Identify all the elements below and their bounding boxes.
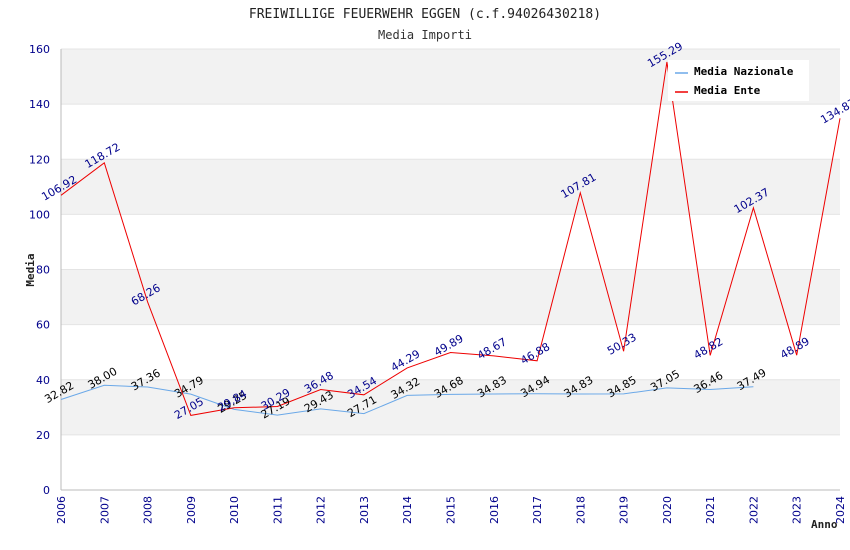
series-line-media-nazionale [60,384,754,416]
x-tick-label-2013: 2013 [358,496,371,524]
x-tick-label-2017: 2017 [531,496,544,524]
plot-band [61,379,840,435]
chart-subtitle: Media Importi [378,28,472,42]
x-tick-label-2008: 2008 [142,496,155,524]
x-tick-label-2012: 2012 [315,496,328,524]
y-tick-label-40: 40 [36,374,50,387]
y-tick-label-120: 120 [29,153,50,166]
legend-label-media-nazionale: Media Nazionale [694,65,794,78]
x-tick-label-2009: 2009 [185,496,198,524]
y-axis-label: Media [24,253,37,286]
axes [60,49,840,491]
x-tick-label-2016: 2016 [488,496,501,524]
y-tick-label-140: 140 [29,98,50,111]
x-axis-label: Anno [811,518,838,531]
y-tick-label-80: 80 [36,264,50,277]
x-tick-label-2024: 2024 [834,496,847,524]
legend: Media Nazionale Media Ente [668,60,809,101]
y-tick-label-160: 160 [29,43,50,56]
x-tick-label-2019: 2019 [618,496,631,524]
x-tick-label-2006: 2006 [55,496,68,524]
legend-box [668,60,809,101]
x-tick-label-2023: 2023 [791,496,804,524]
series-lines [60,61,841,416]
y-tick-label-60: 60 [36,319,50,332]
series-line-media-ente [60,61,841,416]
x-tick-label-2014: 2014 [401,496,414,524]
y-tick-labels: 0 20 40 60 80 100 120 140 160 [29,43,50,497]
y-tick-label-0: 0 [43,484,50,497]
grid-lines [61,48,840,491]
x-tick-label-2015: 2015 [445,496,458,524]
y-tick-label-20: 20 [36,429,50,442]
x-tick-labels: 2006 2007 2008 2009 2010 2011 2012 2013 2014 2015… [55,496,847,524]
x-tick-label-2007: 2007 [98,496,111,524]
x-tick-label-2011: 2011 [271,496,284,524]
chart-title: FREIWILLIGE FEUERWEHR EGGEN (c.f.9402643… [249,7,601,22]
x-tick-label-2021: 2021 [704,496,717,524]
x-tick-label-2020: 2020 [661,496,674,524]
plot-band [61,269,840,325]
legend-label-media-ente: Media Ente [694,84,761,97]
x-tick-label-2022: 2022 [747,496,760,524]
x-tick-label-2018: 2018 [574,496,587,524]
y-tick-label-100: 100 [29,208,50,221]
plot-band [61,159,840,215]
x-tick-label-2010: 2010 [228,496,241,524]
